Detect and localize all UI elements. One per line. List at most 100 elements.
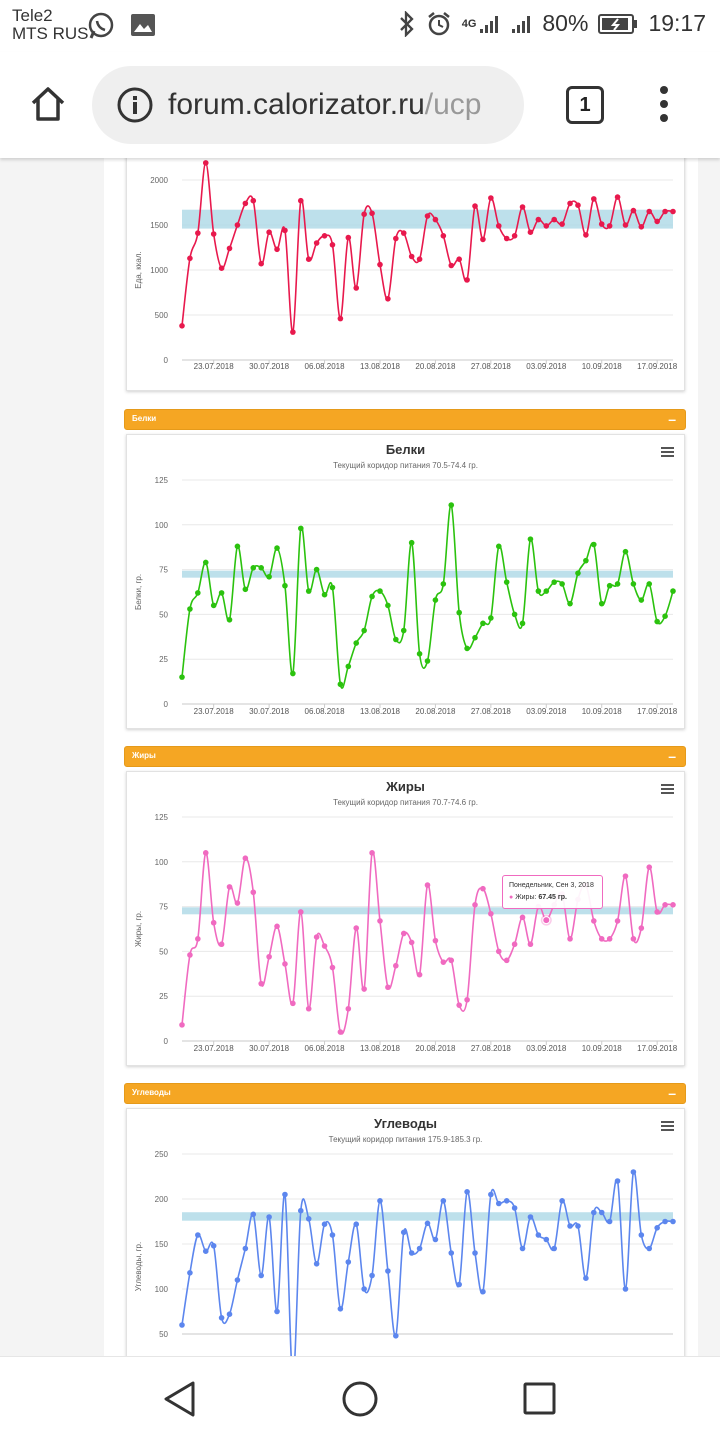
data-point[interactable] bbox=[591, 918, 597, 924]
data-point[interactable] bbox=[202, 1248, 209, 1254]
data-point[interactable] bbox=[511, 941, 518, 948]
data-point[interactable] bbox=[297, 1207, 304, 1214]
data-point[interactable] bbox=[195, 1232, 201, 1238]
data-point[interactable] bbox=[559, 1198, 565, 1204]
data-point[interactable] bbox=[614, 194, 621, 200]
data-point[interactable] bbox=[385, 296, 391, 302]
data-point[interactable] bbox=[297, 909, 304, 915]
hover-point[interactable] bbox=[542, 916, 551, 925]
data-point[interactable] bbox=[218, 590, 225, 596]
data-point[interactable] bbox=[440, 581, 447, 587]
data-point[interactable] bbox=[187, 952, 193, 958]
data-point[interactable] bbox=[598, 936, 605, 942]
data-point[interactable] bbox=[305, 588, 312, 594]
data-point[interactable] bbox=[305, 1005, 312, 1012]
data-point[interactable] bbox=[575, 202, 581, 208]
data-point[interactable] bbox=[440, 1198, 447, 1204]
data-point[interactable] bbox=[250, 1211, 257, 1218]
data-point[interactable] bbox=[464, 277, 470, 283]
data-point[interactable] bbox=[503, 957, 510, 964]
chart-menu-icon[interactable] bbox=[661, 784, 674, 795]
data-point[interactable] bbox=[179, 323, 185, 329]
chart-menu-icon[interactable] bbox=[661, 447, 674, 458]
data-point[interactable] bbox=[345, 663, 352, 670]
data-point[interactable] bbox=[242, 586, 249, 593]
data-point[interactable] bbox=[329, 1232, 336, 1238]
data-point[interactable] bbox=[258, 980, 264, 987]
data-point[interactable] bbox=[527, 229, 534, 235]
data-point[interactable] bbox=[424, 213, 431, 219]
data-point[interactable] bbox=[226, 245, 233, 252]
data-point[interactable] bbox=[662, 902, 668, 908]
data-point[interactable] bbox=[519, 204, 526, 210]
data-point[interactable] bbox=[654, 909, 660, 915]
data-point[interactable] bbox=[242, 1245, 249, 1252]
data-point[interactable] bbox=[393, 1333, 399, 1339]
data-point[interactable] bbox=[456, 256, 462, 262]
more-menu-icon[interactable] bbox=[654, 84, 674, 124]
data-point[interactable] bbox=[321, 591, 328, 598]
data-point[interactable] bbox=[456, 1281, 462, 1288]
data-point[interactable] bbox=[218, 1315, 225, 1321]
data-point[interactable] bbox=[313, 240, 320, 246]
data-point[interactable] bbox=[226, 1311, 233, 1317]
collapse-icon[interactable]: – bbox=[668, 1085, 676, 1101]
data-point[interactable] bbox=[345, 234, 352, 241]
data-point[interactable] bbox=[393, 235, 399, 242]
data-point[interactable] bbox=[258, 565, 264, 571]
data-point[interactable] bbox=[440, 959, 447, 965]
data-point[interactable] bbox=[416, 651, 423, 657]
data-point[interactable] bbox=[480, 620, 486, 627]
data-point[interactable] bbox=[559, 221, 565, 227]
data-point[interactable] bbox=[638, 1232, 645, 1238]
data-point[interactable] bbox=[464, 645, 470, 652]
data-point[interactable] bbox=[195, 936, 201, 942]
data-point[interactable] bbox=[179, 1322, 185, 1328]
data-point[interactable] bbox=[313, 934, 320, 940]
data-point[interactable] bbox=[266, 953, 272, 960]
section-header-protein[interactable]: Белки – bbox=[124, 409, 686, 430]
data-point[interactable] bbox=[654, 1225, 660, 1231]
data-point[interactable] bbox=[519, 620, 526, 627]
data-point[interactable] bbox=[495, 543, 502, 550]
section-header-carbs[interactable]: Углеводы – bbox=[124, 1083, 686, 1104]
data-point[interactable] bbox=[622, 1286, 629, 1292]
data-point[interactable] bbox=[432, 1236, 439, 1243]
data-point[interactable] bbox=[226, 616, 233, 623]
chart-menu-icon[interactable] bbox=[661, 1121, 674, 1132]
collapse-icon[interactable]: – bbox=[668, 748, 676, 764]
data-point[interactable] bbox=[551, 579, 558, 585]
data-point[interactable] bbox=[432, 597, 439, 603]
data-point[interactable] bbox=[416, 256, 423, 262]
data-point[interactable] bbox=[480, 885, 486, 892]
data-point[interactable] bbox=[527, 1214, 534, 1220]
recents-icon[interactable] bbox=[522, 1381, 558, 1417]
data-point[interactable] bbox=[187, 606, 193, 612]
data-point[interactable] bbox=[266, 229, 272, 235]
data-point[interactable] bbox=[448, 262, 455, 269]
data-point[interactable] bbox=[408, 539, 415, 546]
data-point[interactable] bbox=[179, 674, 185, 680]
data-point[interactable] bbox=[329, 242, 336, 248]
data-point[interactable] bbox=[424, 658, 431, 664]
data-point[interactable] bbox=[511, 611, 518, 618]
data-point[interactable] bbox=[614, 918, 621, 924]
data-point[interactable] bbox=[654, 218, 660, 225]
data-point[interactable] bbox=[266, 573, 272, 580]
data-point[interactable] bbox=[622, 873, 629, 879]
data-point[interactable] bbox=[535, 588, 542, 594]
data-point[interactable] bbox=[408, 253, 415, 260]
section-header-fat[interactable]: Жиры – bbox=[124, 746, 686, 767]
data-point[interactable] bbox=[321, 943, 328, 949]
data-point[interactable] bbox=[282, 1191, 288, 1198]
data-point[interactable] bbox=[559, 581, 565, 587]
data-point[interactable] bbox=[606, 223, 613, 229]
data-point[interactable] bbox=[274, 1308, 280, 1315]
data-point[interactable] bbox=[361, 986, 367, 992]
data-point[interactable] bbox=[290, 329, 296, 335]
data-point[interactable] bbox=[321, 233, 328, 239]
data-point[interactable] bbox=[416, 971, 423, 978]
data-point[interactable] bbox=[313, 566, 320, 573]
home-nav-icon[interactable] bbox=[340, 1379, 380, 1419]
data-point[interactable] bbox=[202, 850, 209, 856]
